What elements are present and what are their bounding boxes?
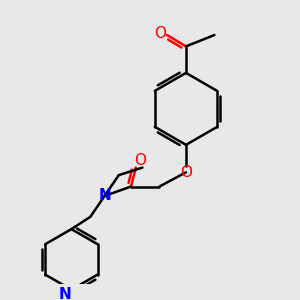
Text: N: N: [98, 188, 111, 203]
Text: O: O: [180, 165, 192, 180]
Text: N: N: [58, 287, 71, 300]
Text: O: O: [154, 26, 166, 40]
Text: O: O: [134, 154, 146, 169]
